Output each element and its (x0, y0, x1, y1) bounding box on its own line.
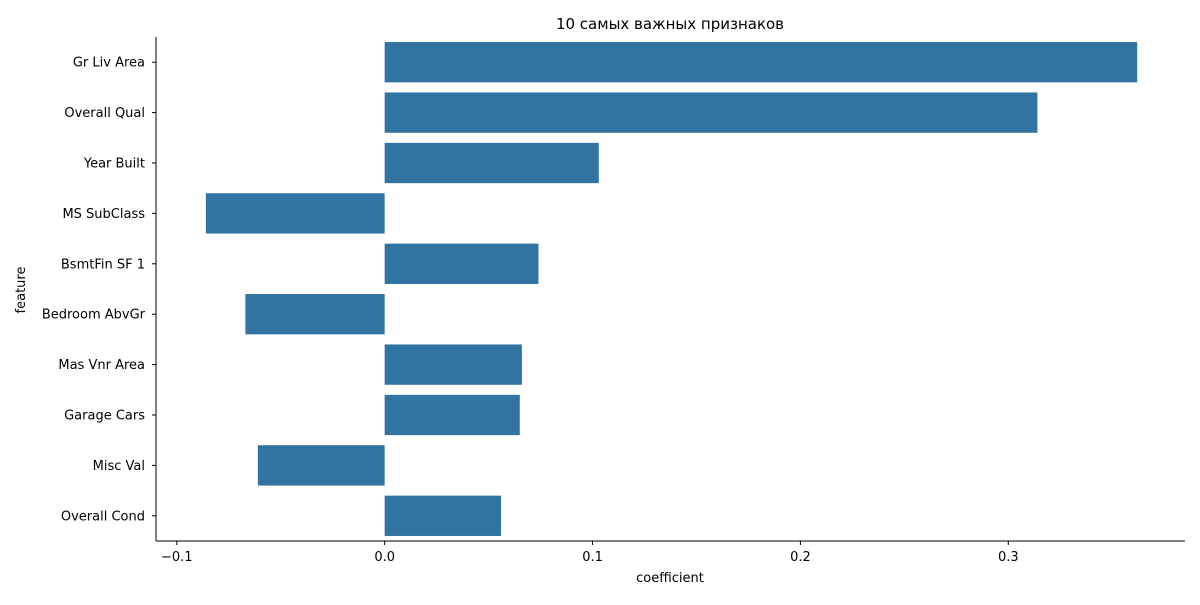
bar (384, 142, 599, 184)
y-tick-label: Year Built (83, 157, 145, 172)
bar (384, 394, 520, 436)
x-tick-label: 0.3 (998, 550, 1019, 565)
y-tick-label: Gr Liv Area (73, 56, 145, 71)
bar (245, 294, 385, 335)
x-tick-label: −0.1 (161, 550, 193, 565)
x-tick-label: 0.2 (790, 550, 811, 565)
bar (205, 193, 385, 234)
y-axis-label: feature (14, 267, 29, 314)
y-tick-label: Overall Qual (64, 106, 145, 121)
bar (257, 445, 385, 486)
y-tick-label: MS SubClass (62, 207, 145, 222)
x-tick-label: 0.0 (374, 550, 395, 565)
y-tick-label: Garage Cars (64, 409, 145, 424)
y-tick-label: Bedroom AbvGr (42, 308, 146, 323)
bar (384, 42, 1138, 83)
x-tick-label: 0.1 (582, 550, 603, 565)
y-tick-label: Mas Vnr Area (58, 358, 145, 373)
bar (384, 92, 1038, 133)
bar (384, 344, 522, 385)
x-axis-ticks: −0.1 0.0 0.1 0.2 0.3 (161, 541, 1019, 565)
bar (384, 243, 539, 284)
y-tick-label: Misc Val (93, 459, 145, 474)
chart-title: 10 самых важных признаков (556, 15, 784, 33)
bars-group (205, 42, 1138, 536)
x-axis-label: coefficient (636, 571, 704, 586)
y-axis-ticks: Gr Liv Area Overall Qual Year Built MS SubC… (42, 56, 156, 524)
y-tick-label: Overall Cond (61, 509, 145, 524)
bar (384, 495, 502, 536)
y-tick-label: BsmtFin SF 1 (61, 257, 145, 272)
